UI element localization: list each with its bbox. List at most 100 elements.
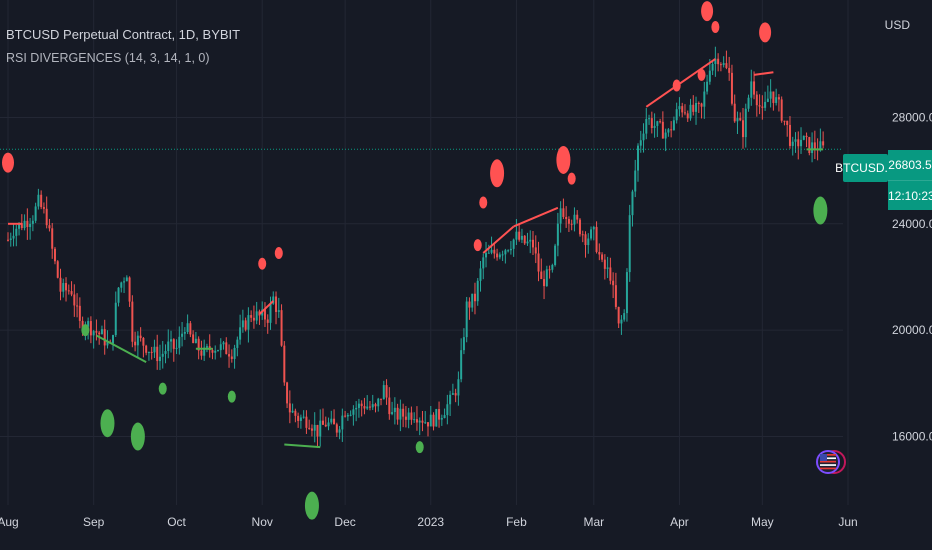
candle-body bbox=[385, 385, 388, 398]
candle-body bbox=[465, 301, 468, 338]
candle-body bbox=[755, 94, 758, 106]
candle-body bbox=[659, 121, 662, 123]
candle-body bbox=[73, 294, 76, 306]
candle-body bbox=[371, 404, 374, 408]
candle-body bbox=[628, 215, 631, 273]
candle-body bbox=[131, 301, 134, 342]
bearish-marker bbox=[274, 247, 283, 260]
candle-body bbox=[178, 336, 181, 348]
flag-icon[interactable] bbox=[816, 450, 846, 474]
candle-body bbox=[338, 429, 341, 433]
candle-body bbox=[48, 225, 51, 229]
symbol-price-tag: BTCUSD.P bbox=[835, 154, 896, 182]
candle-body bbox=[65, 283, 68, 291]
candle-body bbox=[335, 424, 338, 433]
candle-body bbox=[775, 97, 778, 103]
candle-body bbox=[327, 422, 330, 427]
candle-body bbox=[744, 108, 747, 138]
candle-body bbox=[625, 272, 628, 314]
candle-body bbox=[520, 235, 523, 240]
candle-body bbox=[587, 238, 590, 246]
candle-body bbox=[310, 428, 313, 431]
y-tick-label: 24000.0 bbox=[892, 217, 932, 231]
candle-body bbox=[794, 139, 797, 142]
candle-body bbox=[172, 339, 175, 349]
candle-body bbox=[255, 311, 258, 321]
candle-body bbox=[230, 356, 233, 359]
candle-body bbox=[181, 333, 184, 337]
candle-body bbox=[440, 418, 443, 420]
candle-body bbox=[145, 345, 148, 353]
candle-body bbox=[534, 247, 537, 254]
symbol-title[interactable]: BTCUSD Perpetual Contract, 1D, BYBIT bbox=[6, 27, 241, 42]
candle-body bbox=[576, 214, 579, 220]
candle-body bbox=[747, 97, 750, 109]
candlestick-series bbox=[7, 46, 825, 448]
candle-body bbox=[407, 412, 410, 420]
candle-body bbox=[786, 120, 789, 125]
bearish-marker bbox=[2, 152, 14, 173]
candle-body bbox=[451, 393, 454, 395]
candle-body bbox=[241, 320, 244, 328]
candle-body bbox=[70, 291, 73, 295]
candle-body bbox=[750, 81, 753, 98]
candle-body bbox=[380, 398, 383, 400]
candle-body bbox=[45, 208, 48, 226]
candle-body bbox=[222, 342, 225, 345]
candle-body bbox=[449, 394, 452, 405]
candle-body bbox=[313, 424, 316, 431]
candle-body bbox=[670, 129, 673, 131]
x-tick-label: Nov bbox=[252, 515, 273, 529]
candle-body bbox=[139, 335, 142, 339]
time-axis: Aug Sep Oct Nov Dec 2023 Feb Mar Apr May Jun bbox=[0, 515, 858, 529]
candle-body bbox=[479, 268, 482, 281]
candle-body bbox=[777, 97, 780, 100]
candle-body bbox=[374, 404, 377, 407]
candle-body bbox=[578, 219, 581, 235]
candle-body bbox=[291, 410, 294, 413]
candle-body bbox=[29, 223, 32, 227]
candle-body bbox=[468, 301, 471, 308]
candle-body bbox=[427, 422, 429, 427]
candle-body bbox=[692, 104, 695, 112]
candle-body bbox=[67, 290, 70, 292]
candle-body bbox=[493, 249, 496, 254]
candle-body bbox=[197, 338, 200, 351]
candle-body bbox=[678, 106, 681, 110]
candle-body bbox=[164, 351, 167, 354]
candle-body bbox=[120, 282, 123, 288]
candle-body bbox=[424, 422, 427, 424]
candle-body bbox=[551, 264, 554, 270]
candle-body bbox=[498, 254, 501, 258]
candle-body bbox=[438, 409, 441, 420]
candle-body bbox=[788, 124, 791, 146]
candle-body bbox=[200, 350, 203, 356]
candle-body bbox=[125, 277, 128, 282]
candle-body bbox=[225, 342, 228, 355]
bullish-marker bbox=[415, 441, 424, 454]
candle-body bbox=[360, 403, 363, 407]
candle-body bbox=[429, 414, 432, 427]
candle-body bbox=[275, 296, 278, 312]
candle-body bbox=[482, 257, 485, 269]
candle-body bbox=[758, 105, 761, 107]
candle-body bbox=[324, 424, 327, 427]
candle-body bbox=[681, 106, 684, 113]
indicator-title[interactable]: RSI DIVERGENCES (14, 3, 14, 1, 0) bbox=[6, 51, 210, 65]
flag-canton bbox=[820, 454, 827, 461]
currency-label[interactable]: USD bbox=[884, 18, 910, 32]
bullish-marker bbox=[100, 409, 115, 438]
candle-body bbox=[717, 58, 720, 65]
x-tick-label: Dec bbox=[334, 515, 355, 529]
candle-body bbox=[37, 194, 40, 207]
candle-body bbox=[573, 214, 576, 225]
candle-body bbox=[783, 120, 786, 122]
candle-body bbox=[675, 109, 678, 121]
y-tick-label: 20000.0 bbox=[892, 323, 932, 337]
candle-body bbox=[413, 419, 416, 421]
candle-body bbox=[297, 415, 300, 421]
candle-body bbox=[377, 398, 380, 407]
candle-body bbox=[23, 220, 26, 229]
candle-body bbox=[40, 194, 43, 208]
